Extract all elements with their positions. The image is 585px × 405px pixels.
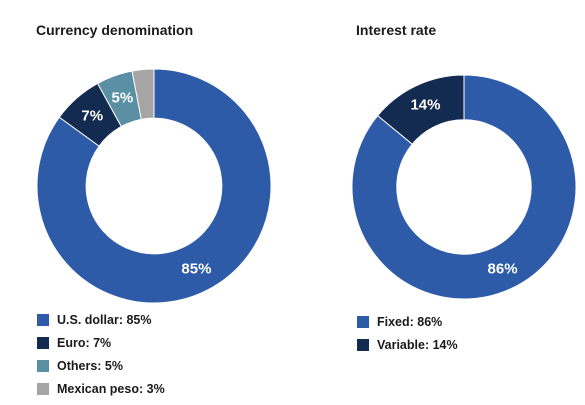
currency-donut-chart: 85% 7% 5% — [36, 68, 272, 304]
interest-rate-legend: Fixed: 86% Variable: 14% — [357, 315, 458, 361]
interest-rate-chart-title: Interest rate — [356, 22, 437, 38]
legend-item-u-s-dollar: U.S. dollar: 85% — [37, 313, 165, 327]
legend-item-fixed: Fixed: 86% — [357, 315, 458, 329]
legend-label: U.S. dollar: 85% — [57, 313, 152, 327]
legend-label: Mexican peso: 3% — [57, 382, 165, 396]
slice-variable — [376, 74, 465, 145]
currency-legend: U.S. dollar: 85% Euro: 7% Others: 5% Mexica… — [37, 313, 165, 405]
legend-item-others: Others: 5% — [37, 359, 165, 373]
legend-swatch — [37, 383, 49, 395]
legend-swatch — [37, 360, 49, 372]
legend-label: Others: 5% — [57, 359, 123, 373]
legend-label: Variable: 14% — [377, 338, 458, 352]
legend-swatch — [357, 316, 369, 328]
legend-item-variable: Variable: 14% — [357, 338, 458, 352]
data-label-u-s-dollar: 85% — [181, 261, 211, 278]
legend-swatch — [357, 339, 369, 351]
slice-mexican-peso — [131, 68, 155, 120]
data-label-variable: 14% — [410, 97, 440, 114]
legend-swatch — [37, 314, 49, 326]
data-label-euro: 7% — [81, 107, 103, 124]
legend-label: Fixed: 86% — [377, 315, 443, 329]
data-label-fixed: 86% — [488, 260, 518, 277]
interest-rate-donut-chart: 86% 14% — [351, 74, 577, 300]
legend-label: Euro: 7% — [57, 336, 112, 350]
data-label-others: 5% — [112, 90, 134, 107]
slice-u-s-dollar — [36, 68, 272, 304]
currency-chart-title: Currency denomination — [36, 22, 194, 38]
slice-fixed — [351, 74, 577, 300]
legend-swatch — [37, 337, 49, 349]
legend-item-mexican-peso: Mexican peso: 3% — [37, 382, 165, 396]
legend-item-euro: Euro: 7% — [37, 336, 165, 350]
